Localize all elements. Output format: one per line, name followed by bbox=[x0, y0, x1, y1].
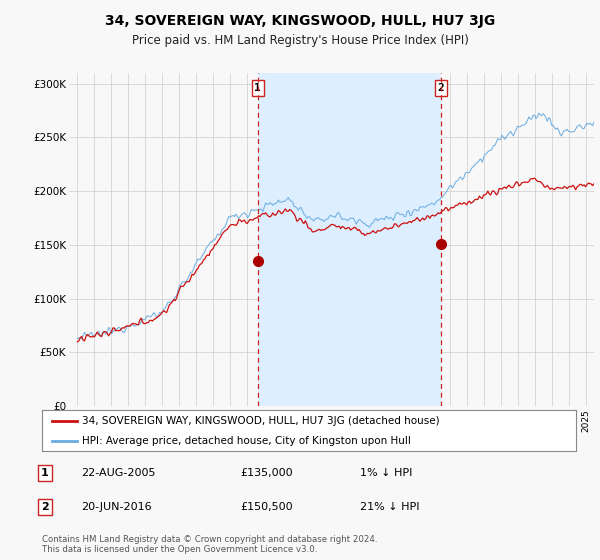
Text: 22-AUG-2005: 22-AUG-2005 bbox=[81, 468, 155, 478]
Text: 1% ↓ HPI: 1% ↓ HPI bbox=[360, 468, 412, 478]
Text: £135,000: £135,000 bbox=[240, 468, 293, 478]
Text: 2: 2 bbox=[437, 83, 445, 93]
Text: 34, SOVEREIGN WAY, KINGSWOOD, HULL, HU7 3JG (detached house): 34, SOVEREIGN WAY, KINGSWOOD, HULL, HU7 … bbox=[82, 416, 440, 426]
Bar bbox=[258, 73, 441, 406]
Text: 21% ↓ HPI: 21% ↓ HPI bbox=[360, 502, 419, 512]
Text: 2: 2 bbox=[41, 502, 49, 512]
Text: 1: 1 bbox=[254, 83, 261, 93]
Text: Price paid vs. HM Land Registry's House Price Index (HPI): Price paid vs. HM Land Registry's House … bbox=[131, 34, 469, 46]
Text: £150,500: £150,500 bbox=[240, 502, 293, 512]
Text: 1: 1 bbox=[41, 468, 49, 478]
Text: 34, SOVEREIGN WAY, KINGSWOOD, HULL, HU7 3JG: 34, SOVEREIGN WAY, KINGSWOOD, HULL, HU7 … bbox=[105, 14, 495, 28]
Text: 20-JUN-2016: 20-JUN-2016 bbox=[81, 502, 152, 512]
Text: Contains HM Land Registry data © Crown copyright and database right 2024.
This d: Contains HM Land Registry data © Crown c… bbox=[42, 535, 377, 554]
Text: HPI: Average price, detached house, City of Kingston upon Hull: HPI: Average price, detached house, City… bbox=[82, 436, 411, 446]
